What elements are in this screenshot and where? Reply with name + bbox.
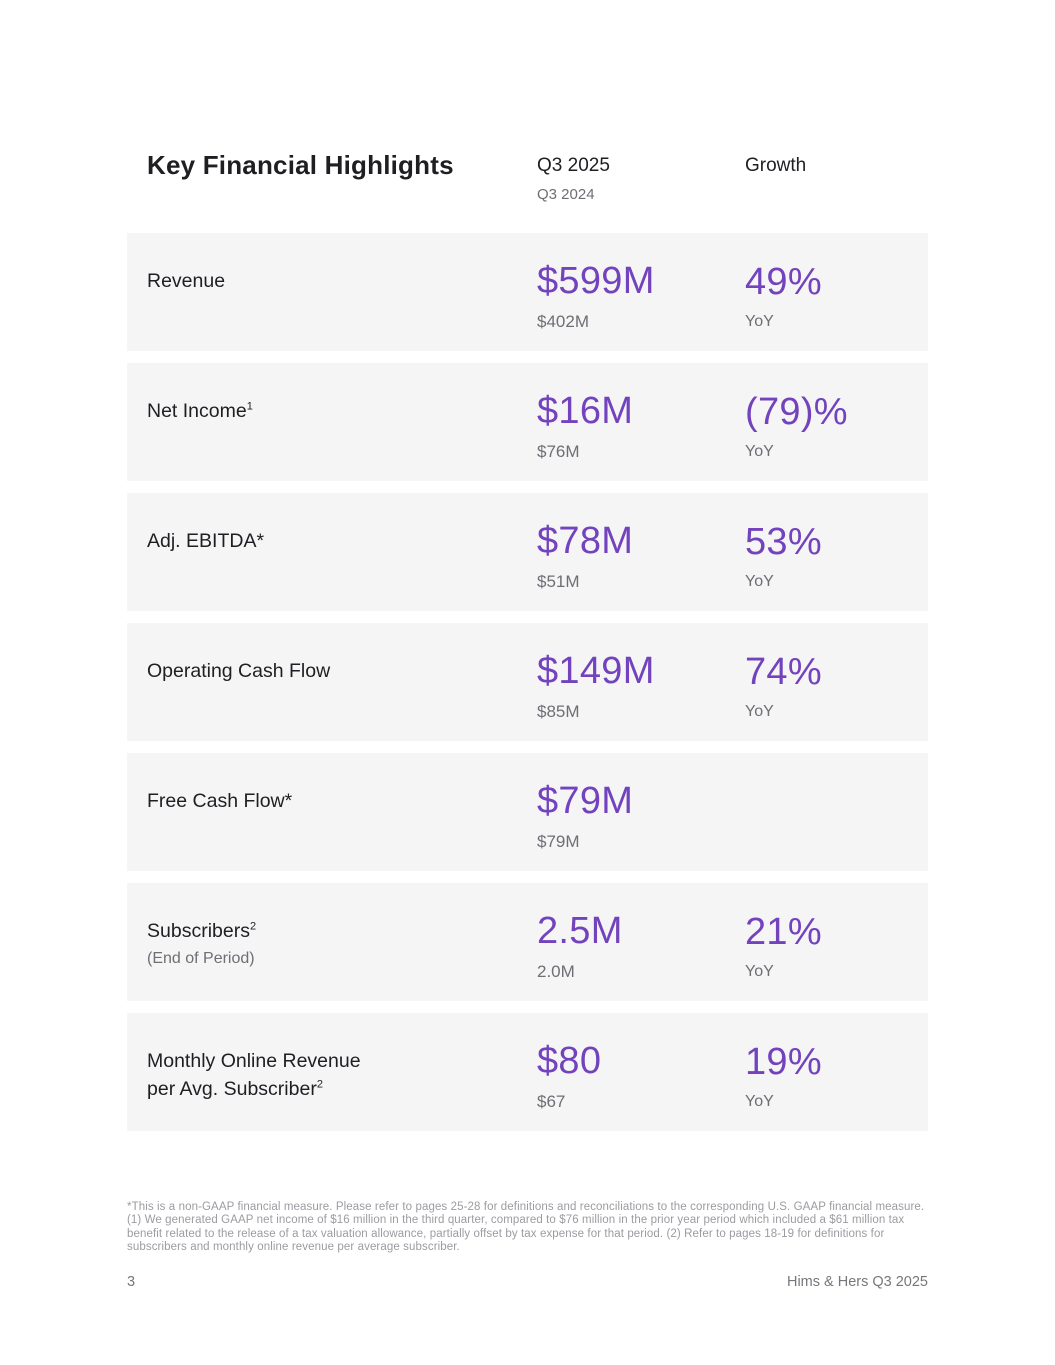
column-header-q3-2025: Q3 2025 <box>537 155 610 176</box>
metric-label-text: Net Income <box>147 400 247 422</box>
metric-value-prior: $67 <box>537 1092 566 1111</box>
metric-label-cell: Free Cash Flow* <box>147 753 537 871</box>
footer-brand: Hims & Hers Q3 2025 <box>786 1274 928 1291</box>
metric-value-cell: $16M $76M <box>537 384 745 460</box>
growth-value: 49% <box>745 260 822 303</box>
metric-label: Adj. EBITDA* <box>147 527 392 555</box>
metric-row-operating-cash-flow: Operating Cash Flow $149M $85M 74% YoY <box>127 623 928 741</box>
metric-label-cell: Monthly Online Revenue per Avg. Subscrib… <box>147 1013 537 1131</box>
metric-label-cell: Subscribers2 (End of Period) <box>147 883 537 1001</box>
metric-growth-cell: 49% YoY <box>745 255 928 330</box>
metric-growth-cell: 19% YoY <box>745 1035 928 1110</box>
footnote: *This is a non-GAAP financial measure. P… <box>127 1201 925 1253</box>
metric-value-cell: 2.5M 2.0M <box>537 904 745 980</box>
metric-value-prior: 2.0M <box>537 962 575 981</box>
metric-row-monthly-online-revenue: Monthly Online Revenue per Avg. Subscrib… <box>127 1013 928 1131</box>
metric-value-prior: $51M <box>537 572 580 591</box>
metric-row-net-income: Net Income1 $16M $76M (79)% YoY <box>127 363 928 481</box>
metric-label-text: Free Cash Flow* <box>147 790 293 812</box>
metric-row-free-cash-flow: Free Cash Flow* $79M $79M <box>127 753 928 871</box>
metric-value-prior: $76M <box>537 442 580 461</box>
metric-label: Net Income1 <box>147 397 392 425</box>
metric-row-subscribers: Subscribers2 (End of Period) 2.5M 2.0M 2… <box>127 883 928 1001</box>
metric-value-current: $599M <box>537 260 655 302</box>
metric-value-prior: $79M <box>537 832 580 851</box>
metric-label: Operating Cash Flow <box>147 657 392 685</box>
growth-period-label: YoY <box>745 702 774 720</box>
metric-label-text: Revenue <box>147 270 226 292</box>
growth-value: 53% <box>745 520 822 563</box>
metric-value-current: 2.5M <box>537 910 623 952</box>
column-header-current-group: Q3 2025 Q3 2024 <box>537 150 745 203</box>
metric-label: Monthly Online Revenue per Avg. Subscrib… <box>147 1047 392 1104</box>
metric-label-text: Monthly Online Revenue per Avg. Subscrib… <box>147 1050 361 1101</box>
metric-value-current: $78M <box>537 520 634 562</box>
metric-value-cell: $79M $79M <box>537 774 745 850</box>
growth-period-label: YoY <box>745 1092 774 1110</box>
page-number: 3 <box>127 1274 136 1291</box>
metric-value-cell: $599M $402M <box>537 254 745 330</box>
metric-row-revenue: Revenue $599M $402M 49% YoY <box>127 233 928 351</box>
metric-label-sup: 2 <box>316 1078 323 1091</box>
metric-value-cell: $149M $85M <box>537 644 745 720</box>
metric-row-adj-ebitda: Adj. EBITDA* $78M $51M 53% YoY <box>127 493 928 611</box>
metrics-table: Revenue $599M $402M 49% YoY Net Income1 <box>127 233 928 1131</box>
page-title: Key Financial Highlights <box>147 150 454 180</box>
growth-value: 19% <box>745 1040 822 1083</box>
metric-value-current: $80 <box>537 1040 602 1082</box>
metric-label-text: Adj. EBITDA* <box>147 530 265 552</box>
page-footer: 3 Hims & Hers Q3 2025 <box>127 1274 928 1290</box>
metric-value-current: $149M <box>537 650 655 692</box>
metric-growth-cell: 53% YoY <box>745 515 928 590</box>
metric-growth-cell: 74% YoY <box>745 645 928 720</box>
metric-label-text: Operating Cash Flow <box>147 660 331 682</box>
metric-sublabel: (End of Period) <box>147 950 255 968</box>
growth-value: (79)% <box>745 390 848 433</box>
metric-label: Revenue <box>147 267 392 295</box>
metric-growth-cell: 21% YoY <box>745 905 928 980</box>
metric-label-cell: Adj. EBITDA* <box>147 493 537 611</box>
metric-value-cell: $80 $67 <box>537 1034 745 1110</box>
metric-label-cell: Revenue <box>147 233 537 351</box>
column-header-q3-2024: Q3 2024 <box>537 186 595 203</box>
metric-label-text: Subscribers <box>147 920 250 942</box>
metric-label-sup: 1 <box>246 400 253 413</box>
table-header: Key Financial Highlights Q3 2025 Q3 2024… <box>127 0 928 203</box>
metric-label-sup: 2 <box>249 920 257 933</box>
slide-content: Key Financial Highlights Q3 2025 Q3 2024… <box>127 0 928 1290</box>
growth-period-label: YoY <box>745 962 774 980</box>
growth-period-label: YoY <box>745 572 774 590</box>
metric-label-cell: Operating Cash Flow <box>147 623 537 741</box>
growth-period-label: YoY <box>745 312 774 330</box>
metric-label-cell: Net Income1 <box>147 363 537 481</box>
growth-value: 21% <box>745 910 822 953</box>
column-header-growth: Growth <box>745 155 807 176</box>
metric-growth-cell: (79)% YoY <box>745 385 928 460</box>
metric-value-prior: $85M <box>537 702 580 721</box>
metric-label: Free Cash Flow* <box>147 787 392 815</box>
growth-value: 74% <box>745 650 822 693</box>
metric-growth-cell <box>745 802 928 823</box>
metric-value-cell: $78M $51M <box>537 514 745 590</box>
metric-value-prior: $402M <box>537 312 589 331</box>
metric-value-current: $79M <box>537 780 634 822</box>
metric-label: Subscribers2 <box>147 917 392 945</box>
growth-period-label: YoY <box>745 442 774 460</box>
metric-value-current: $16M <box>537 390 634 432</box>
